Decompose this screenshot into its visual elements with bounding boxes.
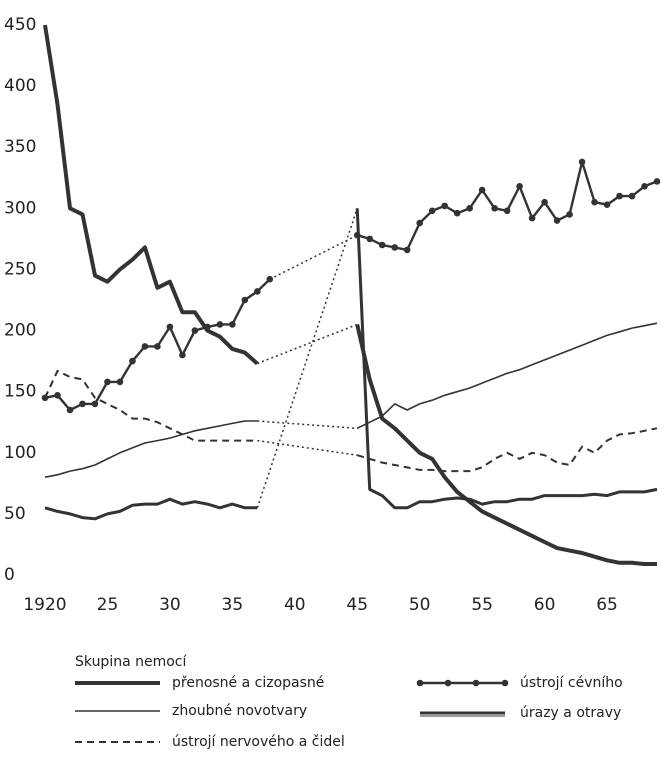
y-tick-label: 50 bbox=[4, 504, 26, 524]
gap-connector bbox=[257, 420, 358, 430]
series-line bbox=[44, 420, 258, 478]
data-point bbox=[166, 323, 174, 331]
x-tick-label: 25 bbox=[97, 595, 119, 615]
legend-label: ústrojí nervového a čidel bbox=[172, 734, 345, 750]
data-point bbox=[216, 321, 224, 328]
data-point bbox=[241, 296, 249, 304]
y-tick-label: 100 bbox=[4, 443, 36, 463]
x-tick-label: 35 bbox=[222, 595, 244, 615]
y-tick-label: 400 bbox=[4, 76, 36, 96]
legend-dot bbox=[444, 679, 452, 687]
data-point bbox=[129, 357, 136, 365]
data-point bbox=[41, 394, 49, 402]
series-line bbox=[356, 160, 658, 252]
legend-dot bbox=[501, 679, 509, 687]
gap-connector bbox=[257, 323, 358, 365]
series-line bbox=[43, 24, 259, 366]
legend-dot bbox=[472, 679, 480, 687]
legend: Skupina nemocí přenosné a cizopasné zhoub… bbox=[75, 654, 623, 750]
data-point bbox=[441, 202, 448, 210]
data-point bbox=[453, 209, 461, 217]
legend-label: zhoubné novotvary bbox=[172, 703, 307, 719]
legend-label: úrazy a otravy bbox=[520, 705, 621, 721]
y-tick-label: 200 bbox=[4, 321, 36, 341]
data-point bbox=[528, 214, 536, 222]
data-point bbox=[478, 186, 486, 194]
data-point bbox=[491, 205, 498, 212]
series-line bbox=[355, 208, 658, 510]
data-point bbox=[541, 198, 548, 206]
series-line bbox=[44, 369, 258, 442]
y-tick-label: 250 bbox=[4, 259, 36, 279]
legend-label: přenosné a cizopasné bbox=[172, 675, 324, 691]
data-point bbox=[603, 201, 611, 208]
y-tick-label: 0 bbox=[4, 565, 15, 585]
legend-title: Skupina nemocí bbox=[75, 654, 188, 670]
y-tick-label: 450 bbox=[4, 15, 36, 35]
data-point bbox=[516, 183, 523, 190]
x-tick-label: 40 bbox=[284, 595, 306, 615]
series-line bbox=[355, 323, 657, 566]
data-point bbox=[104, 378, 111, 386]
x-tick-label: 55 bbox=[471, 595, 493, 615]
data-point bbox=[428, 207, 436, 215]
data-point bbox=[66, 406, 74, 414]
y-tick-label: 300 bbox=[4, 198, 36, 218]
data-point bbox=[641, 183, 648, 190]
legend-dot bbox=[416, 679, 424, 687]
gap-connector bbox=[269, 234, 358, 280]
series-line bbox=[44, 497, 258, 521]
data-point bbox=[204, 323, 211, 331]
x-tick-label: 30 bbox=[159, 595, 181, 615]
x-tick-label: 65 bbox=[596, 595, 618, 615]
legend-label: ústrojí cévního bbox=[520, 675, 623, 691]
data-point bbox=[578, 158, 586, 166]
series-line bbox=[356, 322, 658, 430]
data-point bbox=[229, 321, 236, 328]
data-point bbox=[616, 192, 623, 200]
data-point bbox=[366, 235, 374, 243]
data-point bbox=[116, 378, 124, 386]
data-point bbox=[653, 178, 661, 185]
data-point bbox=[79, 400, 86, 408]
data-point bbox=[254, 288, 261, 295]
data-point bbox=[191, 327, 199, 334]
data-point bbox=[403, 246, 411, 254]
data-point bbox=[416, 219, 423, 227]
data-point bbox=[591, 198, 598, 206]
x-tick-label: 60 bbox=[534, 595, 556, 615]
data-point bbox=[566, 211, 573, 218]
data-point bbox=[141, 343, 149, 350]
data-point bbox=[54, 392, 61, 399]
y-tick-label: 350 bbox=[4, 137, 36, 157]
data-point bbox=[154, 343, 161, 350]
series-line bbox=[356, 427, 658, 473]
x-tick-label: 50 bbox=[409, 595, 431, 615]
data-point bbox=[628, 192, 636, 200]
data-point bbox=[553, 217, 561, 224]
data-point bbox=[179, 351, 186, 359]
data-point bbox=[391, 244, 399, 251]
x-tick-label: 1920 bbox=[23, 595, 66, 615]
data-point bbox=[91, 400, 99, 408]
data-point bbox=[503, 207, 511, 215]
data-point bbox=[378, 241, 386, 249]
gap-connector bbox=[257, 439, 358, 456]
data-point bbox=[466, 205, 473, 212]
y-tick-label: 150 bbox=[4, 382, 36, 402]
x-tick-label: 45 bbox=[346, 595, 368, 615]
